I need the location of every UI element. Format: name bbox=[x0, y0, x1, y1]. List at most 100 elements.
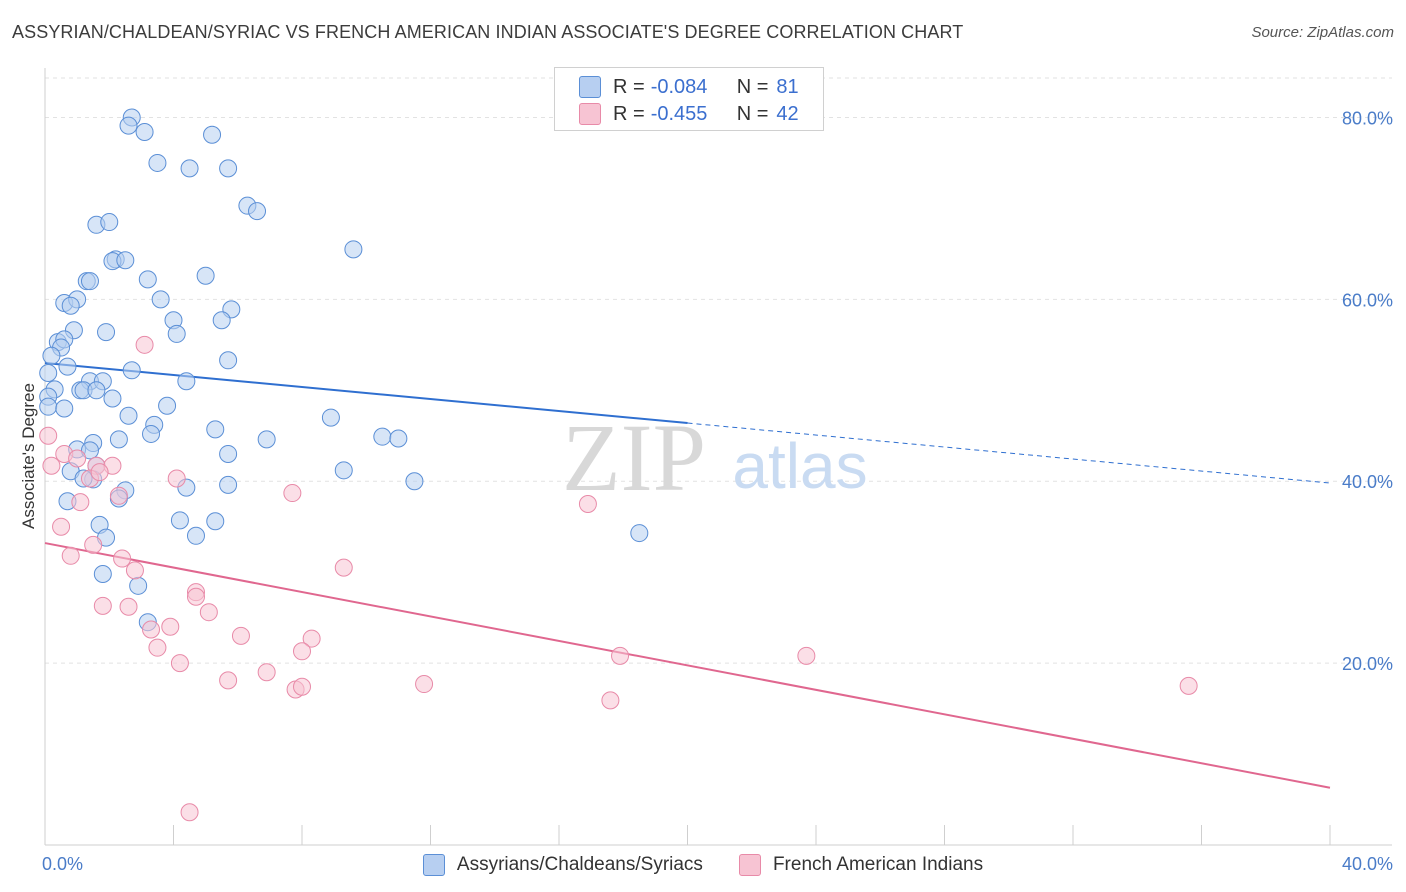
point-assyrians bbox=[119, 406, 138, 425]
legend-row-pink: R = -0.455 N = 42 bbox=[579, 101, 799, 127]
point-assyrians bbox=[135, 123, 154, 142]
point-french-american-indians bbox=[302, 629, 321, 648]
point-french-american-indians bbox=[293, 642, 311, 661]
point-french-american-indians bbox=[797, 646, 816, 665]
point-french-american-indians bbox=[257, 663, 276, 682]
point-assyrians bbox=[180, 159, 199, 178]
point-french-american-indians bbox=[84, 535, 103, 554]
point-assyrians bbox=[129, 576, 148, 595]
point-assyrians bbox=[142, 424, 161, 443]
point-assyrians bbox=[80, 441, 99, 460]
y-tick-labels: 20.0% 40.0% 60.0% 80.0% bbox=[1342, 108, 1393, 674]
point-french-american-indians bbox=[1179, 676, 1198, 695]
point-assyrians bbox=[170, 511, 189, 530]
point-french-american-indians bbox=[39, 426, 58, 445]
point-assyrians bbox=[100, 213, 119, 232]
legend-label-assyrians: Assyrians/Chaldeans/Syriacs bbox=[456, 854, 703, 875]
legend-item-french-american-indians[interactable]: French American Indians bbox=[738, 851, 984, 879]
point-french-american-indians bbox=[125, 561, 144, 580]
point-assyrians bbox=[109, 430, 128, 449]
y-tick-label: 80.0% bbox=[1342, 108, 1393, 128]
legend-swatch-blue bbox=[579, 76, 601, 98]
point-assyrians bbox=[219, 351, 238, 370]
point-assyrians bbox=[257, 430, 276, 449]
legend-r-value-pink: -0.455 bbox=[650, 102, 708, 125]
point-assyrians bbox=[196, 266, 215, 285]
watermark-atlas: atlas bbox=[732, 430, 867, 502]
point-french-american-indians bbox=[611, 646, 630, 665]
point-assyrians bbox=[39, 397, 58, 416]
point-french-american-indians bbox=[90, 463, 109, 482]
point-assyrians bbox=[151, 290, 170, 309]
point-assyrians bbox=[186, 526, 205, 545]
point-french-american-indians bbox=[293, 677, 311, 696]
point-assyrians bbox=[219, 159, 238, 178]
point-assyrians bbox=[158, 396, 177, 415]
point-french-american-indians bbox=[119, 597, 138, 616]
point-french-american-indians bbox=[167, 469, 186, 488]
point-assyrians bbox=[97, 323, 116, 342]
point-assyrians bbox=[177, 372, 196, 391]
point-french-american-indians bbox=[109, 486, 128, 505]
point-assyrians bbox=[119, 116, 138, 135]
trend-line-assyrians bbox=[44, 362, 688, 425]
point-assyrians bbox=[206, 420, 225, 439]
trend-lines bbox=[44, 362, 1331, 789]
legend-n-value-pink: 42 bbox=[776, 102, 799, 125]
point-assyrians bbox=[93, 564, 112, 583]
point-assyrians bbox=[334, 461, 353, 480]
chart-title: ASSYRIAN/CHALDEAN/SYRIAC VS FRENCH AMERI… bbox=[12, 22, 964, 42]
point-french-american-indians bbox=[61, 546, 80, 565]
watermark: ZIP atlas bbox=[562, 404, 868, 511]
legend-r-label: R = bbox=[613, 102, 645, 125]
point-french-american-indians bbox=[219, 671, 238, 690]
legend-item-assyrians[interactable]: Assyrians/Chaldeans/Syriacs bbox=[422, 851, 703, 879]
point-french-american-indians bbox=[199, 603, 218, 622]
point-assyrians bbox=[389, 429, 408, 448]
point-assyrians bbox=[80, 272, 99, 291]
y-axis-label: Associate's Degree bbox=[19, 383, 38, 529]
point-assyrians bbox=[219, 475, 238, 494]
axes bbox=[44, 68, 1392, 846]
point-french-american-indians bbox=[161, 617, 180, 636]
point-french-american-indians bbox=[334, 558, 353, 577]
point-french-american-indians bbox=[42, 456, 61, 475]
legend-r-value-blue: -0.084 bbox=[650, 75, 708, 98]
legend-label-french-american-indians: French American Indians bbox=[772, 854, 984, 875]
y-tick-label: 60.0% bbox=[1342, 290, 1393, 310]
legend-row-blue: R = -0.084 N = 81 bbox=[579, 74, 799, 100]
point-french-american-indians bbox=[415, 675, 434, 694]
point-french-american-indians bbox=[93, 596, 112, 615]
point-assyrians bbox=[321, 408, 340, 427]
x-tick-label-min: 0.0% bbox=[42, 854, 83, 874]
point-assyrians bbox=[344, 240, 363, 259]
point-french-american-indians bbox=[578, 494, 597, 513]
grid-lines bbox=[45, 77, 1392, 664]
point-assyrians bbox=[212, 311, 231, 330]
point-assyrians bbox=[148, 153, 167, 172]
point-assyrians bbox=[55, 399, 74, 418]
trend-line-french-american-indians bbox=[44, 542, 1331, 789]
point-assyrians bbox=[405, 472, 424, 491]
data-points bbox=[39, 108, 1198, 822]
x-tick-labels: 0.0% 40.0% bbox=[42, 854, 1393, 874]
legend-n-label: N = bbox=[736, 102, 769, 125]
point-assyrians bbox=[630, 524, 649, 543]
point-assyrians bbox=[138, 270, 157, 289]
point-french-american-indians bbox=[142, 620, 161, 639]
point-french-american-indians bbox=[113, 549, 132, 568]
point-french-american-indians bbox=[601, 691, 620, 710]
point-assyrians bbox=[39, 364, 58, 383]
point-french-american-indians bbox=[135, 335, 154, 354]
point-french-american-indians bbox=[52, 517, 71, 536]
stats-legend: R = -0.084 N = 81 R = -0.455 N = 42 bbox=[554, 67, 824, 131]
y-tick-label: 20.0% bbox=[1342, 654, 1393, 674]
point-assyrians bbox=[203, 125, 222, 144]
point-french-american-indians bbox=[170, 654, 189, 673]
legend-r-label: R = bbox=[613, 75, 645, 98]
point-assyrians bbox=[87, 381, 106, 400]
legend-n-value-blue: 81 bbox=[776, 75, 799, 98]
point-assyrians bbox=[219, 444, 238, 463]
legend-swatch-pink bbox=[579, 103, 601, 125]
